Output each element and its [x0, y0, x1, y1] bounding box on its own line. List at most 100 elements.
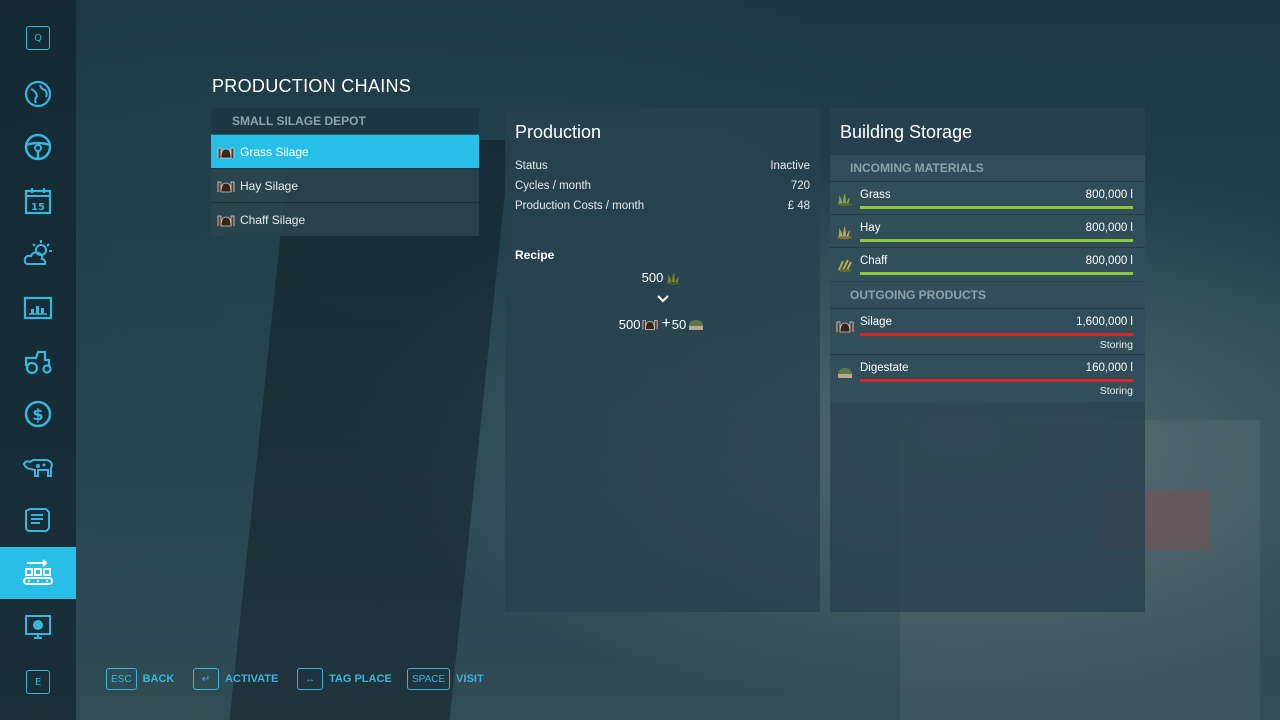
silage-bunker-icon	[217, 215, 235, 226]
grass-icon	[838, 193, 852, 206]
sidebar-item-garage[interactable]	[0, 335, 76, 387]
statistics-icon	[23, 296, 53, 320]
material-name: Hay	[860, 222, 881, 234]
material-amount: 800,000 l	[1085, 222, 1133, 234]
production-title: Production	[515, 122, 602, 142]
stat-value: Inactive	[770, 160, 810, 172]
stat-row-cycles: Cycles / month 720	[515, 180, 810, 198]
chain-item-label: Chaff Silage	[240, 212, 306, 227]
chaff-icon	[838, 259, 852, 272]
activate-button[interactable]: ↵ ACTIVATE	[193, 668, 278, 690]
production-panel: Production Status Inactive Cycles / mont…	[505, 108, 820, 612]
material-amount: 800,000 l	[1085, 255, 1133, 267]
recipe-output: 500 + 50	[505, 315, 820, 333]
contracts-icon	[25, 508, 50, 533]
sidebar-item-weather[interactable]	[0, 228, 76, 280]
steering-wheel-icon	[24, 133, 52, 161]
help-icon	[25, 615, 51, 639]
production-chains-icon	[23, 559, 53, 585]
product-name: Digestate	[860, 362, 909, 374]
storage-fill-bar	[860, 333, 1133, 336]
enter-key-badge: ↵	[193, 668, 219, 690]
visit-button[interactable]: SPACE VISIT	[407, 668, 484, 690]
material-amount: 800,000 l	[1085, 189, 1133, 201]
production-point-header: SMALL SILAGE DEPOT	[211, 108, 479, 134]
calendar-day: 15	[31, 202, 45, 213]
silage-bunker-icon	[217, 147, 235, 158]
sidebar-item-production-chains[interactable]	[0, 547, 76, 599]
sidebar-item-animals[interactable]	[0, 441, 76, 493]
digestate-icon	[689, 320, 704, 330]
sidebar-item-calendar[interactable]: 15	[0, 175, 76, 227]
chain-item-hay-silage[interactable]: Hay Silage	[211, 168, 479, 202]
silage-icon	[836, 321, 854, 333]
tractor-icon	[24, 350, 52, 375]
stat-value: 720	[790, 180, 810, 192]
recipe-input: 500	[505, 270, 820, 285]
storage-fill	[860, 333, 1133, 336]
sidebar-item-map[interactable]	[0, 68, 76, 120]
sidebar-item-contracts[interactable]	[0, 494, 76, 546]
hint-label: TAG PLACE	[329, 673, 392, 685]
recipe-label: Recipe	[515, 248, 555, 262]
digestate-icon	[838, 368, 852, 378]
sidebar-item-vehicles[interactable]	[0, 121, 76, 173]
building-storage-panel: Building Storage INCOMING MATERIALS Gras…	[830, 108, 1145, 612]
silage-bunker-icon	[217, 181, 235, 192]
stat-value: £ 48	[787, 200, 810, 212]
storage-fill-bar	[860, 272, 1133, 275]
grass-icon	[667, 271, 680, 285]
sidebar: Q 15 $ E	[0, 0, 76, 720]
chain-item-label: Hay Silage	[240, 178, 299, 193]
chevron-down-icon	[656, 295, 669, 303]
recipe-output-amount-silage: 500	[618, 316, 641, 332]
hay-icon	[838, 226, 852, 239]
storage-fill-bar	[860, 379, 1133, 382]
tag-key-badge: ↔	[297, 668, 323, 690]
tag-place-button[interactable]: ↔ TAG PLACE	[297, 668, 392, 690]
finances-icon: $	[24, 400, 52, 428]
sidebar-prev-key[interactable]: Q	[0, 12, 76, 64]
material-name: Chaff	[860, 255, 888, 267]
sidebar-next-key[interactable]: E	[0, 656, 76, 708]
outgoing-products-header: OUTGOING PRODUCTS	[830, 282, 1145, 308]
storage-row-digestate: Digestate 160,000 l Storing	[830, 354, 1145, 402]
storage-fill	[860, 272, 1133, 275]
storage-fill-bar	[860, 206, 1133, 209]
sidebar-item-help[interactable]	[0, 601, 76, 653]
animals-icon	[22, 459, 54, 477]
storage-fill	[860, 206, 1133, 209]
storage-fill	[860, 379, 1133, 382]
space-key-badge: SPACE	[407, 668, 451, 690]
recipe-arrow	[505, 292, 820, 306]
incoming-materials-header: INCOMING MATERIALS	[830, 155, 1145, 181]
stat-label: Production Costs / month	[515, 200, 645, 212]
chain-item-label: Grass Silage	[240, 144, 309, 159]
product-name: Silage	[860, 316, 892, 328]
svg-text:$: $	[32, 405, 43, 424]
storage-fill	[860, 239, 1133, 242]
product-status: Storing	[1099, 339, 1133, 351]
hint-label: VISIT	[456, 673, 484, 685]
esc-key-badge: ESC	[106, 668, 137, 690]
storage-row-silage: Silage 1,600,000 l Storing	[830, 308, 1145, 355]
back-button[interactable]: ESC BACK	[106, 668, 174, 690]
product-status: Storing	[1099, 385, 1133, 397]
storage-title: Building Storage	[840, 122, 973, 142]
silage-icon	[642, 320, 658, 330]
calendar-icon: 15	[24, 188, 52, 215]
page-title: PRODUCTION CHAINS	[212, 76, 412, 96]
recipe-plus: +	[661, 315, 671, 332]
hint-label: BACK	[142, 673, 175, 685]
chain-item-chaff-silage[interactable]: Chaff Silage	[211, 202, 479, 236]
stat-row-costs: Production Costs / month £ 48	[515, 200, 810, 218]
product-amount: 160,000 l	[1085, 362, 1133, 374]
material-name: Grass	[860, 189, 891, 201]
q-key-badge: Q	[26, 26, 50, 50]
e-key-badge: E	[26, 670, 50, 694]
hint-label: ACTIVATE	[225, 673, 279, 685]
product-amount: 1,600,000 l	[1076, 316, 1133, 328]
chain-item-grass-silage[interactable]: Grass Silage	[211, 134, 479, 168]
sidebar-item-finances[interactable]: $	[0, 388, 76, 440]
sidebar-item-statistics[interactable]	[0, 282, 76, 334]
